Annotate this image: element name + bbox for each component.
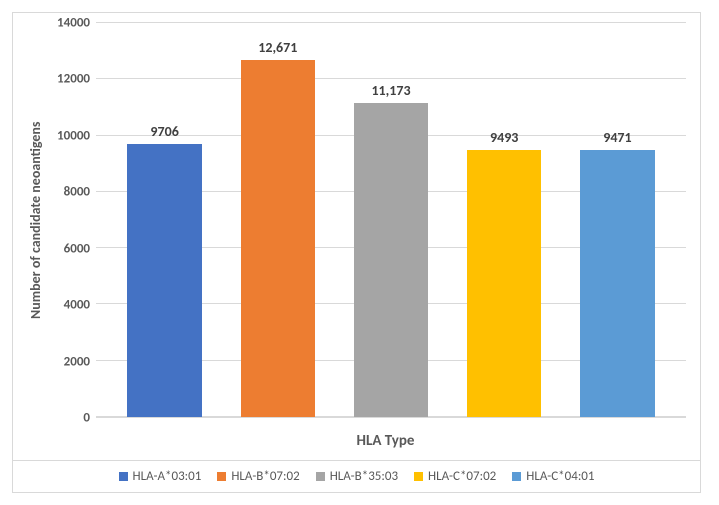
plot-area: 9706 12,671 11,173 9493 9471 [96,23,686,418]
legend-label: HLA-C*04:01 [526,469,594,484]
y-axis-title: Number of candidate neoantigens [23,23,48,418]
y-tick-label: 6000 [64,241,90,256]
bar-rect [467,150,541,417]
y-axis-ticks: 02000400060008000100001200014000 [48,23,96,418]
bars-container: 9706 12,671 11,173 9493 9471 [96,23,686,417]
legend-item: HLA-C*04:01 [512,469,594,484]
legend-swatch [316,472,325,481]
chart-frame: Number of candidate neoantigens 0 2000 400… [12,12,701,493]
y-tick-label: 4000 [64,298,90,313]
legend-swatch [217,472,226,481]
bar-data-label: 12,671 [258,39,297,56]
legend-label: HLA-A*03:01 [133,469,202,484]
legend-item: HLA-B*07:02 [217,469,299,484]
y-tick-label: 10000 [57,128,90,143]
bar-slot: 9706 [108,23,221,417]
bar-slot: 9493 [448,23,561,417]
plot-row: Number of candidate neoantigens 02000400… [13,13,700,418]
bar-rect [580,150,654,417]
legend-item: HLA-A*03:01 [119,469,202,484]
bar-data-label: 9706 [150,123,178,140]
legend-item: HLA-C*07:02 [414,469,496,484]
bar-data-label: 11,173 [371,82,410,99]
y-tick-label: 2000 [64,354,90,369]
y-tick-label: 0 [83,411,90,426]
bar-slot: 12,671 [221,23,334,417]
legend-item: HLA-B*35:03 [316,469,398,484]
y-tick-label: 14000 [57,16,90,31]
legend-swatch [119,472,128,481]
bar-slot: 11,173 [334,23,447,417]
legend-label: HLA-C*07:02 [428,469,496,484]
legend-label: HLA-B*07:02 [231,469,299,484]
legend-label: HLA-B*35:03 [330,469,398,484]
bar-slot: 9471 [561,23,674,417]
y-tick-label: 12000 [57,72,90,87]
legend-swatch [512,472,521,481]
bar-rect [354,103,428,417]
bar-rect [241,60,315,417]
legend-swatch [414,472,423,481]
x-axis-title: HLA Type [13,418,700,460]
y-tick-label: 8000 [64,185,90,200]
bar-data-label: 9471 [603,129,631,146]
bar-data-label: 9493 [490,129,518,146]
bar-rect [127,144,201,417]
legend: HLA-A*03:01 HLA-B*07:02 HLA-B*35:03 HLA-C*0… [13,460,700,492]
